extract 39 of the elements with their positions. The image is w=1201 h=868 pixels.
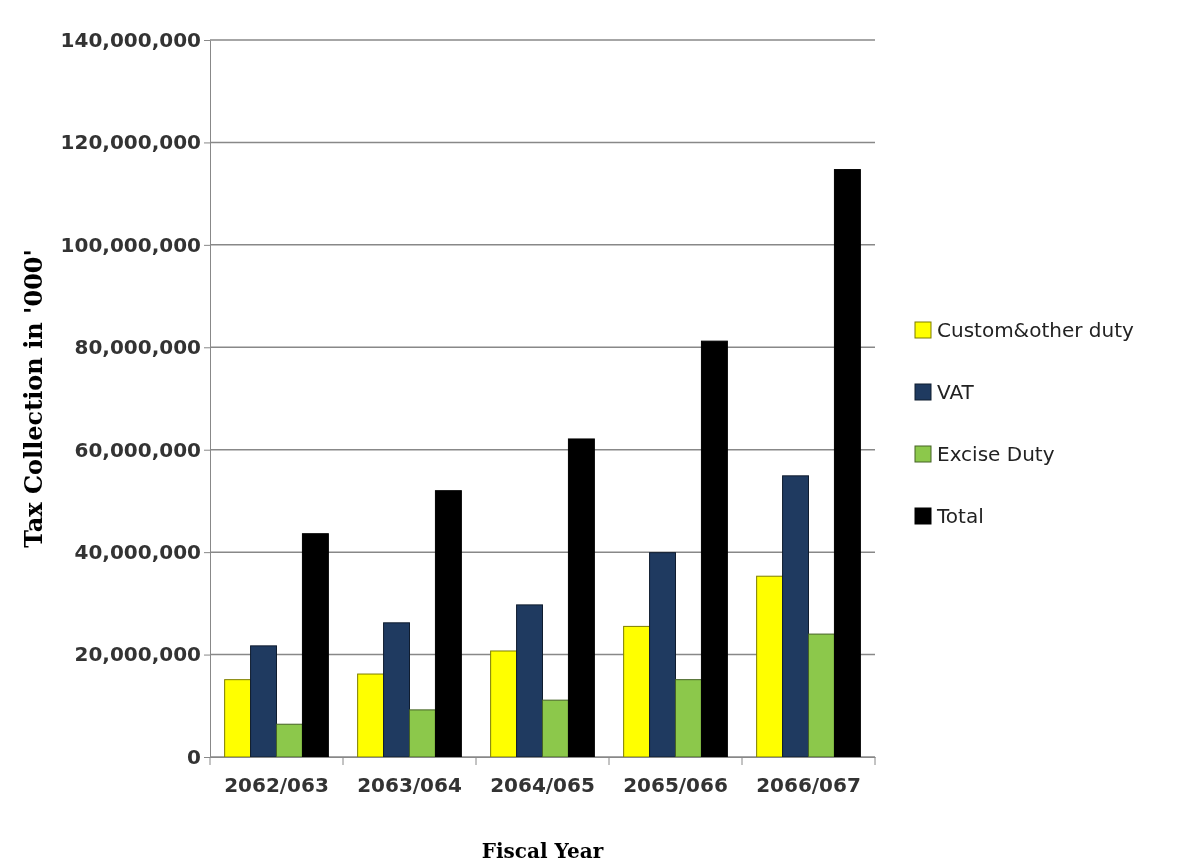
x-tick-label: 2064/065 [490, 773, 595, 797]
y-tick-label: 0 [187, 744, 201, 769]
bar [224, 679, 252, 758]
bar [490, 650, 518, 758]
bar [542, 699, 569, 758]
x-tick-label: 2062/063 [224, 773, 329, 797]
bar [250, 645, 277, 758]
y-tick-label: 120,000,000 [60, 130, 201, 155]
x-tick-label: 2063/064 [357, 773, 462, 797]
bar [357, 673, 385, 758]
bar [567, 438, 595, 758]
x-tick-label: 2065/066 [623, 773, 728, 797]
y-tick-label: 20,000,000 [74, 642, 201, 667]
y-tick-label: 60,000,000 [74, 437, 201, 462]
y-tick-label: 100,000,000 [60, 232, 201, 257]
x-tick-label: 2066/067 [756, 773, 861, 797]
bar [276, 723, 303, 758]
bar [409, 709, 436, 758]
y-axis-title: Tax Collection in '000' [19, 249, 48, 548]
legend-label: VAT [937, 380, 975, 404]
bar [434, 490, 462, 758]
bar [649, 552, 676, 758]
bar [383, 622, 410, 758]
bar [756, 575, 784, 758]
bar [301, 533, 329, 758]
y-tick-label: 40,000,000 [74, 540, 201, 565]
bar [833, 169, 861, 758]
y-tick-label: 80,000,000 [74, 335, 201, 360]
legend-label: Excise Duty [937, 442, 1055, 466]
bar [782, 475, 809, 758]
legend-label: Custom&other duty [937, 318, 1135, 342]
bar [675, 679, 702, 758]
bar [516, 604, 543, 758]
x-axis-title: Fiscal Year [481, 839, 604, 863]
bar [623, 625, 651, 758]
y-tick-label: 140,000,000 [60, 27, 201, 52]
legend-label: Total [936, 504, 984, 528]
bar [700, 340, 728, 758]
bar [808, 633, 835, 758]
